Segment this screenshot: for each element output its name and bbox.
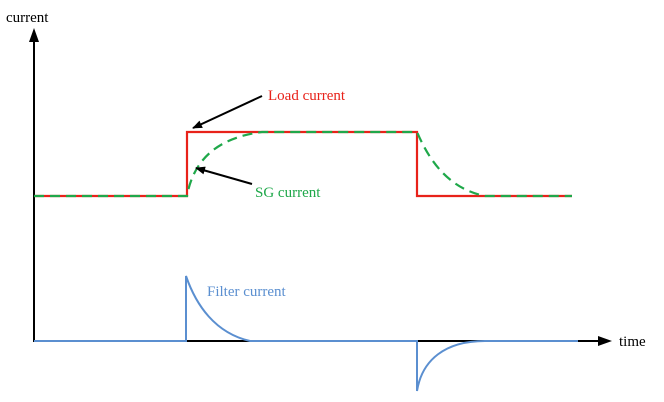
sg-current-pointer-arrow (195, 166, 253, 185)
x-axis-label: time (619, 334, 646, 350)
y-axis-label: current (6, 10, 49, 26)
filter-current-label: Filter current (207, 284, 287, 300)
filter-current-line (34, 275, 578, 392)
load-current-pointer-arrow (192, 95, 263, 129)
x-axis-arrow-icon (598, 336, 612, 346)
sg-current-line (34, 130, 572, 198)
load-current-label: Load current (268, 88, 346, 104)
sg-current-label: SG current (255, 185, 321, 201)
y-axis-arrow-icon (29, 28, 39, 42)
load-current-line (34, 130, 572, 198)
